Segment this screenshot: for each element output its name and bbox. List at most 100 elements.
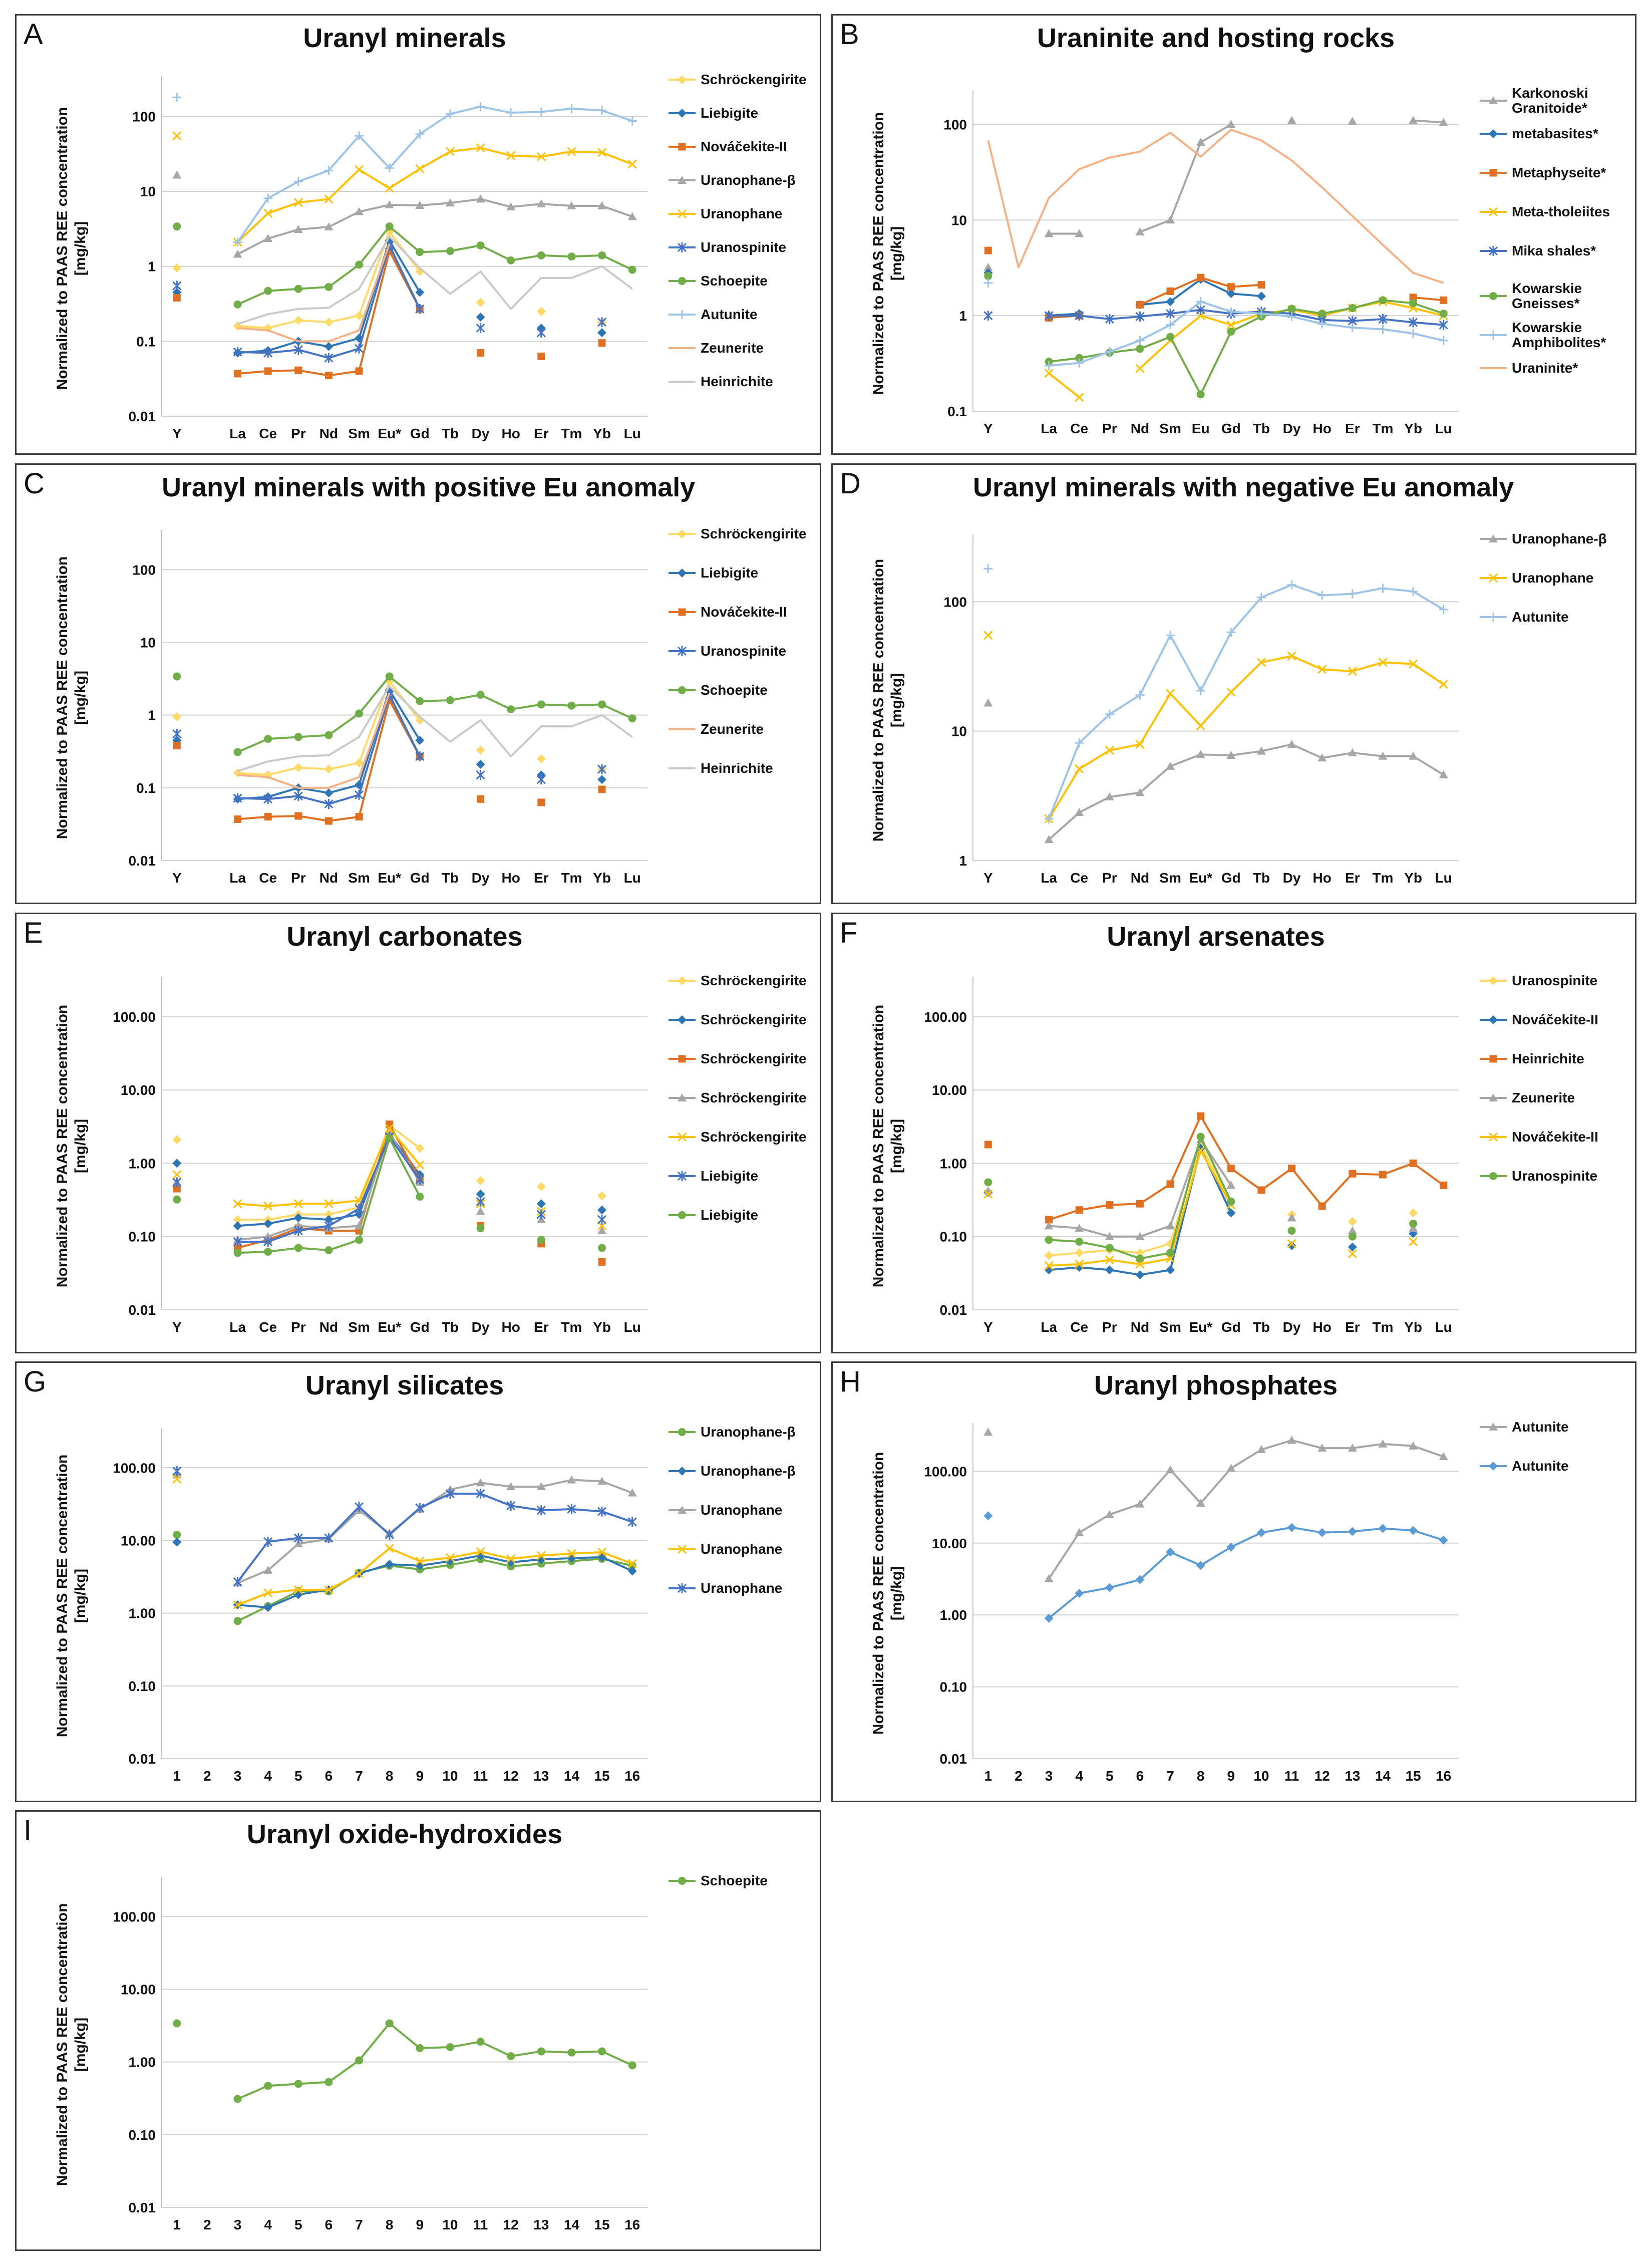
legend-item: Nováčekite-II <box>1479 1128 1628 1167</box>
series-kowarskie-amphibolites-point <box>983 278 993 288</box>
x-tick-label: Dy <box>1283 870 1301 886</box>
x-tick-label: Eu* <box>378 1319 401 1335</box>
y-tick-label: 100 <box>943 594 967 610</box>
y-tick-label: 100.00 <box>113 1009 156 1025</box>
x-tick-label: 14 <box>564 1768 580 1784</box>
series-uranospinite-point <box>476 770 485 780</box>
series-liebigite-point <box>597 1214 607 1225</box>
series-zeunerite-point <box>1166 1221 1175 1230</box>
legend-label: Zeunerite <box>701 721 764 737</box>
series-uranophane-point <box>983 698 993 707</box>
legend-item: Autunite <box>1479 1457 1628 1496</box>
series-uranophane-point <box>293 1533 303 1543</box>
y-tick-label: 0.01 <box>129 2200 156 2215</box>
series-liebigite-point <box>476 1224 485 1233</box>
legend-label: Uranophane <box>701 205 783 221</box>
series-autunite-point <box>1044 1574 1054 1582</box>
series-schoepite-point <box>355 709 364 718</box>
series-autunite-point <box>1287 580 1296 590</box>
legend-swatch <box>1480 1055 1507 1063</box>
series-autunite-point <box>1166 1465 1175 1474</box>
series-uranophane-point <box>983 631 993 640</box>
legend-swatch <box>1480 96 1507 104</box>
x-tick-label: 3 <box>234 1768 242 1784</box>
series-novacekite-ii-point <box>355 813 363 821</box>
x-tick-label: Pr <box>1102 1319 1117 1335</box>
series-schrockengirite-point <box>415 267 425 276</box>
series-schoepite-point <box>446 696 454 705</box>
series-schoepite-line <box>237 2022 633 2100</box>
series-heinrichite <box>984 1112 1448 1224</box>
y-tick-label: 1 <box>959 308 967 324</box>
legend-swatch <box>669 1015 696 1024</box>
series-schrockengirite-point <box>293 763 303 772</box>
series-karkonoski-granitoide-point <box>1348 117 1357 125</box>
x-tick-label: Nd <box>319 426 338 441</box>
series-uranospinite-point <box>293 345 303 355</box>
chart-title: Uranyl minerals with negative Eu anomaly <box>973 472 1514 502</box>
series-schoepite-point <box>416 2044 424 2053</box>
x-tick-label: 12 <box>1314 1768 1330 1784</box>
series-schrockengirite <box>172 227 607 333</box>
series-uranophane <box>172 1474 637 1610</box>
series-uranospinite-point <box>476 323 485 333</box>
legend-label: Liebigite <box>701 564 759 581</box>
x-tick-label: 2 <box>203 1768 211 1784</box>
series-autunite-point <box>1409 1526 1418 1535</box>
legend-swatch <box>669 1876 696 1885</box>
legend-item: Meta-tholeiites <box>1479 203 1628 242</box>
legend-label: Uranophane <box>1512 570 1594 586</box>
series-uranophane-point <box>1044 835 1054 843</box>
legend-label: Zeunerite <box>1512 1089 1575 1105</box>
series-schrockengirite-point <box>263 1219 273 1228</box>
x-tick-label: 7 <box>1166 1768 1174 1784</box>
legend-label: Uranospinite <box>1512 1168 1598 1184</box>
series-uranophane-point <box>1409 751 1418 760</box>
series-autunite-point <box>1287 1436 1296 1444</box>
x-tick-label: Gd <box>1221 421 1241 436</box>
legend-swatch-marker <box>1489 1093 1498 1101</box>
legend-item: Liebigite <box>668 104 813 138</box>
chart-title: Uranyl oxide-hydroxides <box>246 1819 563 1849</box>
legend-label: Uranophane <box>701 1541 783 1557</box>
series-uranophane-point <box>445 1556 455 1566</box>
series-schrockengirite-point <box>172 712 182 721</box>
series-uranophane-point <box>627 1517 637 1527</box>
x-tick-label: Pr <box>291 870 306 886</box>
series-uranophane-point <box>1166 761 1175 770</box>
series-uranospinite-point <box>1409 1208 1418 1218</box>
series-novacekite-ii-point <box>1196 1144 1205 1153</box>
series-karkonoski-granitoide-point <box>1196 138 1205 146</box>
legend-swatch <box>1480 207 1507 216</box>
legend-item: Uranospinite <box>668 238 813 272</box>
series-schrockengirite-point <box>293 1199 303 1209</box>
series-uranophane-point <box>293 1539 303 1548</box>
legend-swatch <box>1480 331 1507 340</box>
series-autunite-point <box>1075 1589 1084 1598</box>
y-tick-label: 10 <box>140 184 156 199</box>
legend-swatch <box>669 529 696 538</box>
series-uraninite <box>987 129 1444 284</box>
series-uranospinite-point <box>536 774 546 785</box>
series-autunite-point <box>415 129 425 139</box>
series-mika-shales-point <box>983 311 993 321</box>
series-autunite-point <box>1075 1528 1084 1536</box>
legend-label: Liebigite <box>701 105 759 121</box>
legend-label: Nováčekite-II <box>1512 1128 1598 1145</box>
series-schrockengirite-point <box>476 1176 485 1186</box>
series-schrockengirite-point <box>172 1170 182 1180</box>
series-uranophane-point <box>233 1617 242 1625</box>
chart-legend: Schröckengirite Liebigite Nováčekite-II Ura… <box>668 525 813 798</box>
series-schrockengirite-point <box>293 316 303 325</box>
legend-swatch-marker <box>678 1055 686 1063</box>
legend-swatch <box>669 728 696 730</box>
series-uranophane <box>172 1466 637 1587</box>
series-mika-shales-point <box>1408 317 1418 328</box>
x-tick-label: 13 <box>533 1768 549 1784</box>
series-autunite <box>983 1511 1448 1623</box>
legend-label: Schröckengirite <box>701 525 807 541</box>
legend-label: Schröckengirite <box>701 1128 807 1145</box>
x-tick-label: Tb <box>1253 421 1270 436</box>
y-tick-label: 0.10 <box>129 2127 156 2143</box>
series-novacekite-ii-point <box>477 795 485 803</box>
